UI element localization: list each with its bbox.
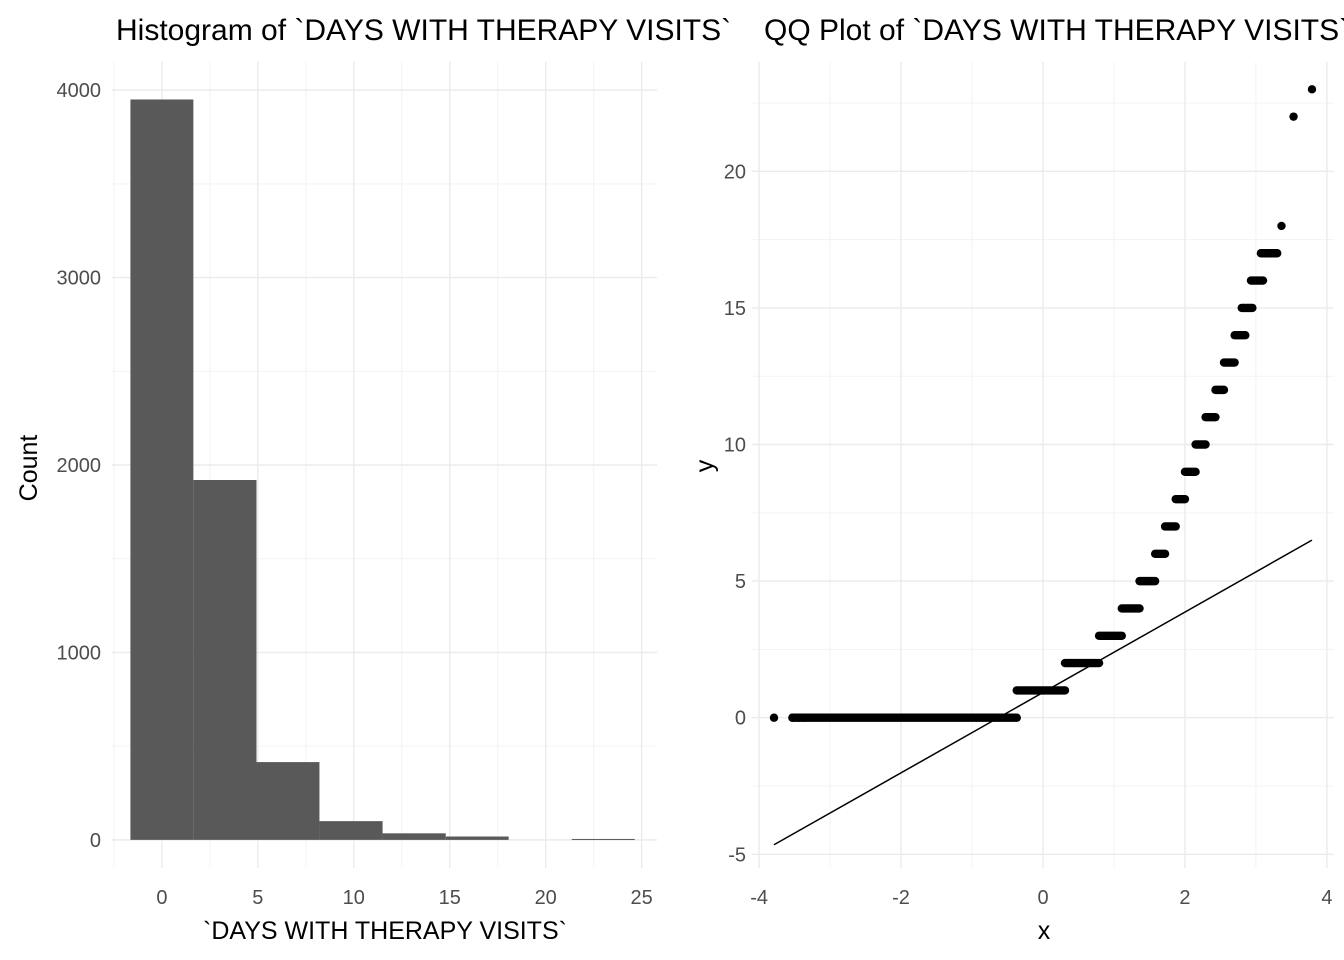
hist-y-tick-label: 0 bbox=[90, 830, 101, 852]
qq-x-tick-label: -2 bbox=[892, 887, 910, 909]
qq-x-tick-label: 2 bbox=[1179, 887, 1190, 909]
qq-point-cluster bbox=[1219, 358, 1239, 367]
qq-point bbox=[1277, 221, 1286, 231]
hist-y-tick-label: 1000 bbox=[57, 642, 102, 664]
hist-x-tick-label: 15 bbox=[439, 887, 461, 909]
qq-point-cluster bbox=[1180, 467, 1200, 477]
qq-y-axis-title: y bbox=[691, 459, 719, 472]
qq-point-cluster bbox=[1117, 604, 1144, 613]
qq-y-tick-label: 0 bbox=[735, 708, 746, 730]
histogram-bar bbox=[571, 838, 635, 840]
histogram-y-ticks: 0 1000 2000 3000 4000 bbox=[57, 80, 102, 852]
qq-point-cluster bbox=[788, 713, 1021, 722]
histogram-bar bbox=[256, 762, 320, 840]
histogram-bar bbox=[445, 836, 509, 840]
histogram-bar bbox=[130, 99, 194, 840]
qq-point-cluster bbox=[1237, 303, 1257, 313]
hist-y-tick-label: 2000 bbox=[57, 455, 102, 477]
qq-point-cluster bbox=[1135, 576, 1160, 586]
hist-x-tick-label: 10 bbox=[343, 887, 365, 909]
hist-x-tick-label: 5 bbox=[252, 887, 263, 909]
histogram-x-ticks: 0 5 10 15 20 25 bbox=[156, 887, 652, 909]
qq-x-tick-label: -4 bbox=[750, 887, 768, 909]
qq-grid bbox=[752, 62, 1334, 868]
hist-y-tick-label: 4000 bbox=[57, 80, 102, 102]
histogram-x-axis-title: `DAYS WITH THERAPY VISITS` bbox=[203, 917, 567, 945]
histogram-bar bbox=[319, 821, 383, 840]
qq-point-cluster bbox=[1230, 331, 1250, 340]
qq-y-tick-label: 5 bbox=[735, 571, 746, 593]
qq-point bbox=[1307, 85, 1317, 94]
qq-point-cluster bbox=[1191, 440, 1210, 449]
histogram-panel: 0 5 10 15 20 25 0 1000 2000 3000 4000 `DAYS WITH … bbox=[15, 62, 657, 945]
qq-y-tick-label: 20 bbox=[724, 161, 746, 183]
qq-point-cluster bbox=[1060, 658, 1104, 668]
qq-y-ticks: -5 0 5 10 15 20 bbox=[724, 161, 746, 866]
hist-x-tick-label: 0 bbox=[156, 887, 167, 909]
qq-x-ticks: -4 -2 0 2 4 bbox=[750, 887, 1332, 909]
qq-y-tick-label: 10 bbox=[724, 435, 746, 457]
qq-point-cluster bbox=[1160, 522, 1180, 531]
histogram-title: Histogram of `DAYS WITH THERAPY VISITS` bbox=[116, 14, 731, 47]
hist-y-tick-label: 3000 bbox=[57, 268, 102, 290]
qq-point-cluster bbox=[1201, 412, 1220, 422]
histogram-bar bbox=[382, 833, 446, 840]
qq-point-cluster bbox=[1150, 549, 1170, 558]
qq-point-cluster bbox=[1211, 385, 1229, 395]
qq-point-cluster bbox=[1012, 686, 1070, 695]
qq-y-tick-label: 15 bbox=[724, 298, 746, 320]
qq-point-cluster bbox=[1094, 631, 1126, 640]
hist-x-tick-label: 25 bbox=[631, 887, 653, 909]
qq-x-tick-label: 4 bbox=[1321, 887, 1332, 909]
hist-x-tick-label: 20 bbox=[535, 887, 557, 909]
qq-x-axis-title: x bbox=[1038, 917, 1051, 945]
histogram-bar bbox=[193, 479, 257, 840]
qq-y-tick-label: -5 bbox=[728, 844, 746, 866]
qq-plot-title: QQ Plot of `DAYS WITH THERAPY VISITS` bbox=[764, 14, 1344, 47]
qq-x-tick-label: 0 bbox=[1037, 887, 1048, 909]
qq-point-cluster bbox=[1171, 494, 1190, 504]
histogram-y-axis-title: Count bbox=[15, 435, 43, 502]
histogram-bars bbox=[130, 99, 635, 840]
qq-reference-line bbox=[773, 539, 1313, 846]
qq-point bbox=[769, 713, 779, 722]
qq-point-cluster bbox=[1256, 249, 1282, 258]
qq-plot-panel: -4 -2 0 2 4 -5 0 5 10 15 20 x y bbox=[691, 62, 1334, 945]
qq-point bbox=[1289, 112, 1298, 121]
qq-points bbox=[769, 85, 1317, 722]
qq-point-cluster bbox=[1246, 276, 1268, 285]
